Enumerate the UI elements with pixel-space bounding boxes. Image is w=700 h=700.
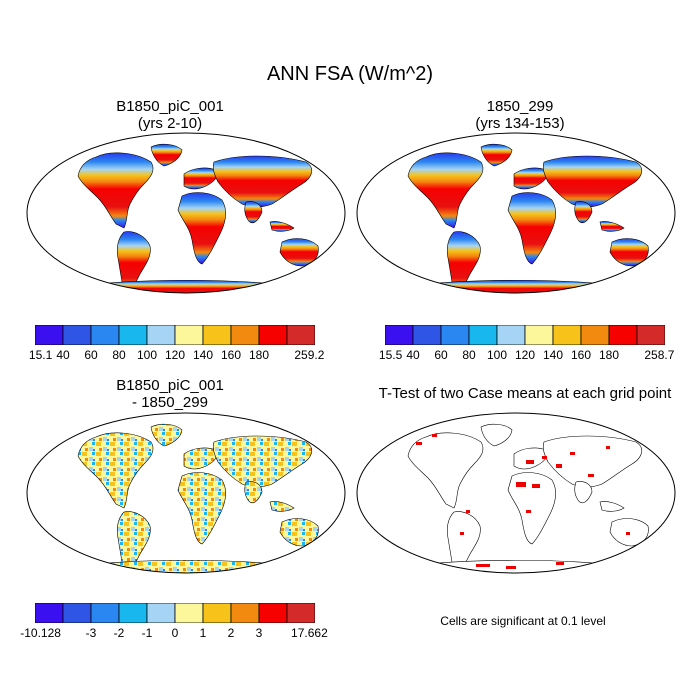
colorbar-tick-label: 180 [248, 348, 270, 362]
colorbar-tick-label: 80 [112, 348, 126, 362]
colorbar-swatch [258, 603, 288, 623]
colorbar-swatch [90, 603, 120, 623]
colorbar-tick-label: 2 [227, 626, 235, 640]
colorbar-swatch [146, 325, 176, 345]
colorbar-swatch [286, 325, 315, 345]
colorbar-swatch [202, 603, 232, 623]
colorbar-tick-label: 15.5 [378, 348, 403, 362]
colorbar-tick-label: 60 [84, 348, 98, 362]
figure-title: ANN FSA (W/m^2) [266, 63, 434, 85]
colorbar-swatch [230, 603, 260, 623]
panel1-title-line2: (yrs 2-10) [137, 115, 203, 132]
panel4-map-border [356, 412, 676, 574]
colorbar-swatch [608, 325, 638, 345]
colorbar-swatch [118, 325, 148, 345]
colorbar-tick-label: -2 [113, 626, 125, 640]
colorbar-swatch [35, 325, 64, 345]
colorbar-tick-label: 3 [255, 626, 263, 640]
panel2-colorbar-ticks: 15.5 40 60 80 100 120 140 160 180 258.7 [379, 348, 674, 364]
panel3-continents [65, 423, 319, 573]
colorbar-swatch [636, 325, 665, 345]
colorbar-tick-label: 0 [171, 626, 179, 640]
colorbar-tick-label: 60 [434, 348, 448, 362]
panel3-map-border [26, 412, 346, 574]
panel2-title-line2: (yrs 134-153) [475, 115, 565, 132]
colorbar-tick-label: 140 [192, 348, 214, 362]
colorbar-swatch [202, 325, 232, 345]
panel2-map-border [356, 132, 676, 294]
colorbar-swatch [230, 325, 260, 345]
colorbar-swatch [440, 325, 470, 345]
colorbar-swatch [90, 325, 120, 345]
colorbar-tick-label: 100 [486, 348, 508, 362]
colorbar-tick-label: 17.662 [291, 626, 328, 640]
panel3-colorbar [35, 603, 315, 623]
panel2-title: 1850_299 (yrs 134-153) [360, 98, 680, 132]
colorbar-tick-label: 15.1 [28, 348, 53, 362]
colorbar-swatch [412, 325, 442, 345]
colorbar-tick-label: 120 [514, 348, 536, 362]
colorbar-swatch [524, 325, 554, 345]
colorbar-tick-label: 40 [56, 348, 70, 362]
panel2-title-line1: 1850_299 [486, 98, 554, 115]
panel1-title: B1850_piC_001 (yrs 2-10) [10, 98, 330, 132]
colorbar-swatch [385, 325, 414, 345]
panel3-title-line1: B1850_piC_001 [116, 377, 224, 394]
colorbar-tick-label: 160 [570, 348, 592, 362]
colorbar-swatch [258, 325, 288, 345]
panel1-colorbar-ticks: 15.1 40 60 80 100 120 140 160 180 259.2 [29, 348, 324, 364]
colorbar-swatch [146, 603, 176, 623]
colorbar-swatch [496, 325, 526, 345]
panel4-title: T-Test of two Case means at each grid po… [378, 385, 672, 402]
colorbar-tick-label: 140 [542, 348, 564, 362]
colorbar-tick-label: 40 [406, 348, 420, 362]
colorbar-tick-label: 180 [598, 348, 620, 362]
panel1-map-border [26, 132, 346, 294]
colorbar-tick-label: 1 [199, 626, 207, 640]
colorbar-tick-label: 100 [136, 348, 158, 362]
colorbar-swatch [35, 603, 64, 623]
colorbar-tick-label: -3 [85, 626, 97, 640]
panel4-note: Cells are significant at 0.1 level [440, 614, 606, 628]
panel1-title-line1: B1850_piC_001 [116, 98, 224, 115]
panel4-map [356, 412, 676, 574]
colorbar-tick-label: 258.7 [644, 348, 675, 362]
panel4-continents [395, 423, 649, 573]
colorbar-swatch [174, 603, 204, 623]
colorbar-swatch [552, 325, 582, 345]
panel3-colorbar-ticks: -10.128 -3 -2 -1 0 1 2 3 17.662 [20, 626, 328, 642]
colorbar-tick-label: 120 [164, 348, 186, 362]
panel3-title: B1850_piC_001 - 1850_299 [10, 377, 330, 411]
colorbar-swatch [580, 325, 610, 345]
colorbar-swatch [62, 325, 92, 345]
colorbar-swatch [62, 603, 92, 623]
colorbar-swatch [174, 325, 204, 345]
panel2-map [356, 132, 676, 294]
panel2-continents [395, 143, 649, 293]
panel1-colorbar [35, 325, 315, 345]
colorbar-swatch [118, 603, 148, 623]
panel1-continents [65, 143, 319, 293]
panel2-colorbar [385, 325, 665, 345]
colorbar-swatch [468, 325, 498, 345]
colorbar-tick-label: -1 [141, 626, 153, 640]
colorbar-swatch [286, 603, 315, 623]
colorbar-tick-label: -10.128 [20, 626, 61, 640]
panel3-map [26, 412, 346, 574]
panel1-map [26, 132, 346, 294]
colorbar-tick-label: 160 [220, 348, 242, 362]
colorbar-tick-label: 80 [462, 348, 476, 362]
colorbar-tick-label: 259.2 [294, 348, 325, 362]
panel3-title-line2: - 1850_299 [132, 394, 208, 411]
